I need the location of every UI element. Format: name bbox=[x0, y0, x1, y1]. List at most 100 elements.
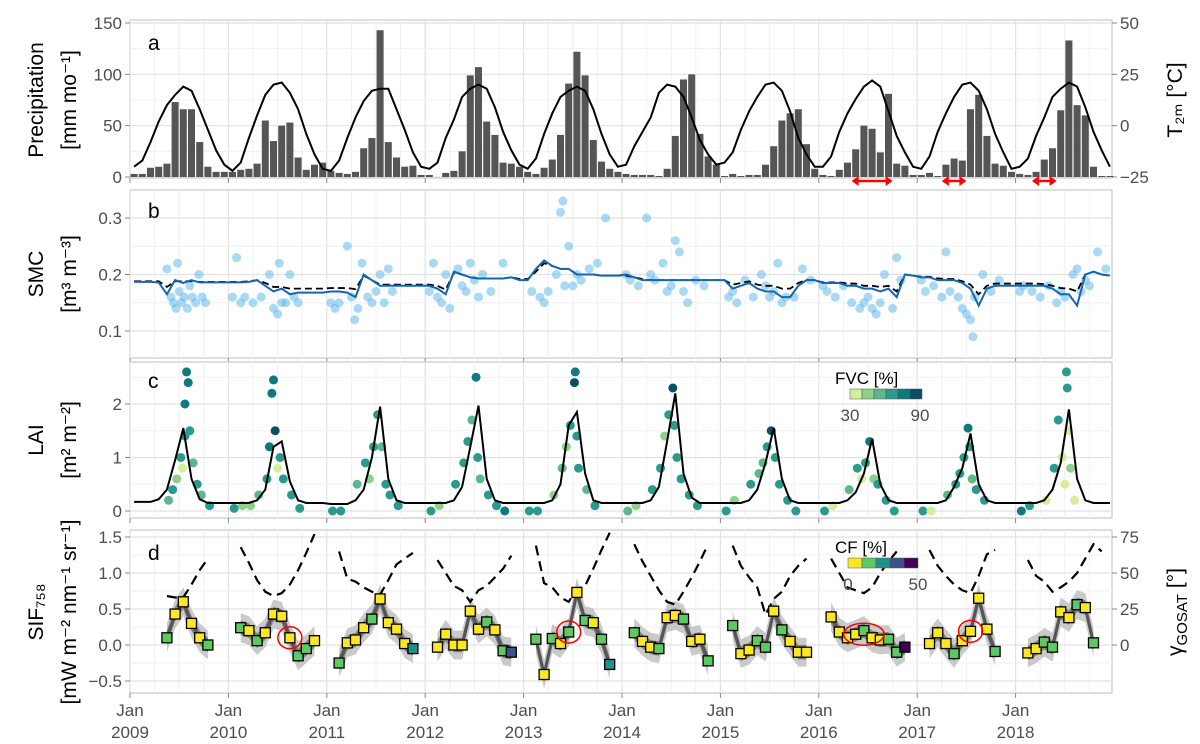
lai-point bbox=[746, 479, 756, 489]
precipitation-bar bbox=[442, 172, 450, 177]
precipitation-bar bbox=[1073, 105, 1081, 177]
lai-point bbox=[264, 442, 274, 452]
cf-legend-swatch bbox=[861, 557, 877, 569]
precipitation-bar bbox=[237, 169, 245, 177]
lai-point bbox=[393, 501, 403, 511]
precipitation-bar bbox=[622, 173, 630, 177]
smc-point bbox=[748, 292, 758, 302]
y-right-tick-label: 50 bbox=[1120, 564, 1139, 583]
y-axis-right-title-a: T₂ₘ [°C] bbox=[1164, 62, 1187, 137]
lai-point bbox=[381, 479, 391, 489]
precipitation-bar bbox=[893, 163, 901, 177]
lai-point bbox=[295, 503, 305, 513]
sif-square-point bbox=[694, 633, 706, 645]
smc-point bbox=[797, 264, 807, 274]
smc-point bbox=[560, 281, 570, 291]
lai-point bbox=[328, 506, 338, 516]
y-right-tick-label: 25 bbox=[1120, 600, 1139, 619]
cf-legend-swatch bbox=[875, 557, 891, 569]
sif-square-point bbox=[300, 642, 312, 655]
sif-square-point bbox=[276, 610, 288, 622]
precipitation-bar bbox=[942, 164, 950, 177]
sif-square-point bbox=[161, 632, 173, 644]
precipitation-bar bbox=[196, 142, 204, 177]
precipitation-bar bbox=[860, 125, 868, 177]
smc-point bbox=[179, 292, 189, 302]
smc-point bbox=[461, 286, 471, 296]
smc-point bbox=[777, 298, 787, 308]
gamma-symbol: γ bbox=[1164, 645, 1187, 656]
precipitation-bar bbox=[384, 142, 392, 177]
lai-line bbox=[134, 393, 1110, 506]
lai-point bbox=[473, 453, 483, 462]
lai-point bbox=[483, 490, 493, 500]
red-arrow-head bbox=[1049, 176, 1057, 186]
sif-square-point bbox=[1030, 642, 1042, 655]
precipitation-bar bbox=[917, 174, 925, 177]
lai-point bbox=[963, 423, 973, 433]
cf-legend-title: CF [%] bbox=[835, 538, 887, 557]
y-right-tick-label: 0 bbox=[1120, 636, 1129, 655]
smc-point bbox=[185, 281, 195, 291]
lai-point bbox=[1061, 367, 1071, 377]
lai-point bbox=[1041, 495, 1051, 505]
precipitation-bar bbox=[302, 169, 310, 177]
lai-point bbox=[177, 463, 187, 473]
precipitation-bar bbox=[483, 121, 491, 177]
smc-point bbox=[437, 298, 447, 308]
sif-square-point bbox=[563, 626, 575, 638]
precipitation-bar bbox=[983, 135, 991, 177]
smc-point bbox=[871, 309, 881, 319]
lai-point bbox=[672, 453, 682, 462]
y-tick-label: 1.0 bbox=[98, 564, 122, 583]
precipitation-bar bbox=[835, 169, 843, 177]
sif-square-point bbox=[554, 637, 567, 650]
precipitation-bar bbox=[794, 109, 802, 177]
smc-point bbox=[375, 270, 385, 279]
precipitation-bar bbox=[950, 158, 958, 177]
precipitation-bar bbox=[630, 174, 638, 177]
smc-point bbox=[986, 286, 996, 296]
y-tick-label: 0 bbox=[113, 168, 122, 187]
x-tick-label-year: 2012 bbox=[406, 723, 444, 742]
sif-square-point bbox=[431, 641, 444, 653]
highlight-circle bbox=[842, 622, 885, 646]
precipitation-bar bbox=[294, 157, 302, 177]
smc-point bbox=[264, 270, 274, 279]
x-tick-label-year: 2010 bbox=[209, 723, 247, 742]
sif-square-point bbox=[333, 657, 345, 669]
smc-point bbox=[474, 292, 483, 302]
y-tick-label: 0 bbox=[113, 502, 122, 521]
gamma-gosat-dashed-line bbox=[1026, 542, 1103, 594]
precipitation-bar bbox=[548, 159, 556, 177]
smc-point bbox=[281, 298, 291, 308]
lai-point bbox=[889, 506, 899, 516]
precipitation-bar bbox=[245, 168, 253, 177]
precipitation-bar bbox=[1057, 110, 1065, 177]
smc-point bbox=[679, 286, 688, 296]
precipitation-bar bbox=[639, 174, 646, 177]
sif-square-point bbox=[973, 592, 985, 604]
smc-point bbox=[674, 247, 684, 257]
smc-point bbox=[539, 298, 549, 308]
smc-point bbox=[453, 264, 463, 274]
y-tick-label: 0.5 bbox=[98, 600, 122, 619]
precipitation-bar bbox=[1024, 174, 1032, 177]
precipitation-bar bbox=[360, 148, 368, 177]
sif-square-point bbox=[653, 642, 665, 655]
x-tick-label-month: Jan bbox=[805, 701, 832, 720]
lai-point bbox=[918, 506, 928, 516]
precipitation-bar bbox=[737, 175, 745, 177]
lai-point bbox=[676, 474, 686, 484]
precipitation-bar bbox=[565, 83, 573, 177]
precipitation-bar bbox=[466, 75, 474, 177]
y-right-tick-label: 50 bbox=[1120, 14, 1139, 33]
smc-point bbox=[383, 264, 393, 274]
lai-point bbox=[172, 474, 182, 484]
smc-point bbox=[822, 286, 832, 296]
x-tick-label-year: 2018 bbox=[997, 723, 1035, 742]
sif-square-point bbox=[382, 617, 394, 629]
y-axis-title-a: Precipitation bbox=[25, 42, 48, 158]
smc-point bbox=[350, 315, 360, 325]
